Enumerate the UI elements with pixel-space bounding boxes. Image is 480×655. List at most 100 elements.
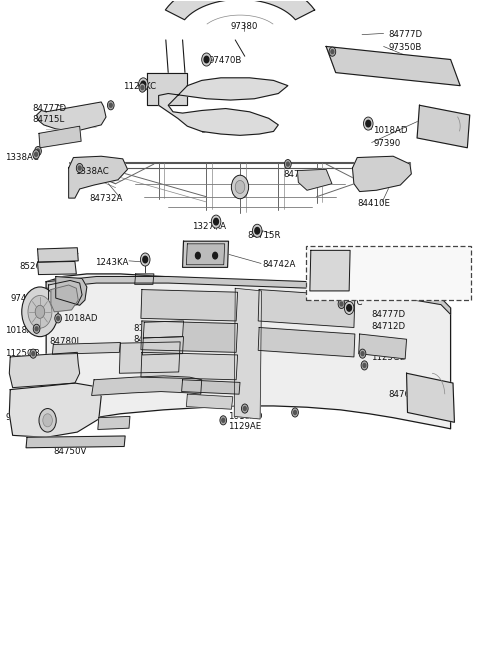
Polygon shape bbox=[417, 105, 470, 148]
Circle shape bbox=[35, 305, 45, 318]
Circle shape bbox=[252, 224, 262, 237]
Circle shape bbox=[347, 305, 351, 311]
Text: 84780L: 84780L bbox=[49, 337, 82, 346]
Text: 1338AC: 1338AC bbox=[183, 383, 217, 392]
Polygon shape bbox=[69, 157, 128, 198]
Circle shape bbox=[235, 180, 245, 193]
Text: 84766P: 84766P bbox=[388, 390, 421, 399]
Polygon shape bbox=[9, 352, 80, 388]
Text: 91113B: 91113B bbox=[5, 413, 39, 422]
Text: 84777D: 84777D bbox=[388, 29, 422, 39]
Circle shape bbox=[78, 166, 81, 170]
Polygon shape bbox=[92, 376, 202, 396]
Polygon shape bbox=[120, 342, 180, 373]
Circle shape bbox=[338, 271, 342, 276]
Circle shape bbox=[361, 352, 364, 356]
Polygon shape bbox=[37, 248, 78, 262]
Polygon shape bbox=[39, 126, 81, 148]
Text: 85839: 85839 bbox=[102, 419, 130, 428]
Circle shape bbox=[204, 56, 209, 63]
Text: 1018AD: 1018AD bbox=[228, 412, 263, 421]
Text: 84727C: 84727C bbox=[329, 298, 362, 307]
Polygon shape bbox=[158, 78, 288, 136]
Text: 1018AD: 1018AD bbox=[63, 314, 97, 323]
Text: W/SPEAKER-UP GRADE: W/SPEAKER-UP GRADE bbox=[313, 249, 415, 257]
Text: 84777D: 84777D bbox=[33, 104, 67, 113]
Circle shape bbox=[33, 150, 39, 159]
Polygon shape bbox=[186, 244, 225, 265]
Polygon shape bbox=[298, 170, 332, 190]
Text: 84708: 84708 bbox=[384, 274, 412, 284]
Text: 1018AD: 1018AD bbox=[373, 126, 408, 135]
Text: 97350B: 97350B bbox=[388, 43, 422, 52]
Circle shape bbox=[195, 252, 200, 259]
Polygon shape bbox=[141, 290, 238, 321]
Polygon shape bbox=[258, 290, 355, 328]
Polygon shape bbox=[352, 157, 411, 191]
Polygon shape bbox=[407, 373, 455, 422]
Circle shape bbox=[340, 302, 343, 306]
Circle shape bbox=[141, 81, 146, 88]
Circle shape bbox=[292, 408, 299, 417]
Circle shape bbox=[329, 47, 336, 56]
Circle shape bbox=[338, 261, 342, 266]
Circle shape bbox=[139, 78, 148, 91]
Circle shape bbox=[55, 314, 61, 323]
Circle shape bbox=[344, 301, 354, 314]
Circle shape bbox=[32, 352, 35, 356]
Text: 97390: 97390 bbox=[373, 139, 400, 147]
Circle shape bbox=[338, 280, 342, 286]
Text: 1125KC: 1125KC bbox=[123, 82, 156, 91]
Polygon shape bbox=[48, 280, 82, 308]
Circle shape bbox=[214, 218, 218, 225]
Circle shape bbox=[285, 160, 291, 169]
Text: 1125GB: 1125GB bbox=[371, 353, 406, 362]
Circle shape bbox=[35, 153, 37, 157]
Text: 84750V: 84750V bbox=[53, 447, 87, 456]
Circle shape bbox=[28, 295, 52, 328]
Circle shape bbox=[76, 164, 83, 173]
Text: 95110A: 95110A bbox=[20, 424, 53, 433]
Circle shape bbox=[141, 86, 144, 90]
Text: 84777D: 84777D bbox=[371, 310, 405, 319]
Polygon shape bbox=[37, 261, 76, 274]
Polygon shape bbox=[141, 352, 238, 380]
Text: 1243KA: 1243KA bbox=[95, 257, 128, 267]
Text: 84710: 84710 bbox=[371, 343, 398, 352]
Circle shape bbox=[327, 280, 331, 286]
Polygon shape bbox=[182, 241, 228, 267]
Circle shape bbox=[211, 215, 221, 228]
Polygon shape bbox=[181, 380, 240, 394]
Circle shape bbox=[359, 349, 366, 358]
Polygon shape bbox=[46, 276, 451, 314]
Text: 1018AD: 1018AD bbox=[5, 326, 40, 335]
Circle shape bbox=[317, 261, 321, 266]
Text: 97490: 97490 bbox=[201, 396, 228, 405]
Text: 1338AC: 1338AC bbox=[75, 168, 108, 176]
Circle shape bbox=[341, 259, 347, 267]
Polygon shape bbox=[26, 436, 125, 448]
Polygon shape bbox=[56, 276, 87, 305]
Polygon shape bbox=[186, 394, 233, 409]
Circle shape bbox=[361, 361, 368, 370]
Polygon shape bbox=[141, 321, 238, 352]
Polygon shape bbox=[135, 274, 154, 284]
Circle shape bbox=[141, 253, 150, 266]
Polygon shape bbox=[143, 337, 183, 355]
Circle shape bbox=[35, 327, 38, 331]
Text: 84410E: 84410E bbox=[357, 199, 390, 208]
Circle shape bbox=[231, 175, 249, 198]
Text: 84770T: 84770T bbox=[103, 382, 136, 391]
Circle shape bbox=[363, 364, 366, 367]
Polygon shape bbox=[46, 274, 451, 429]
Polygon shape bbox=[258, 328, 355, 357]
Circle shape bbox=[57, 316, 60, 320]
Text: 1338AC: 1338AC bbox=[5, 153, 39, 162]
Circle shape bbox=[255, 227, 260, 234]
Circle shape bbox=[139, 83, 146, 92]
Text: 97380: 97380 bbox=[230, 22, 257, 31]
Text: 97470B: 97470B bbox=[209, 56, 242, 65]
Circle shape bbox=[213, 252, 217, 259]
Circle shape bbox=[202, 53, 211, 66]
Polygon shape bbox=[326, 47, 460, 86]
